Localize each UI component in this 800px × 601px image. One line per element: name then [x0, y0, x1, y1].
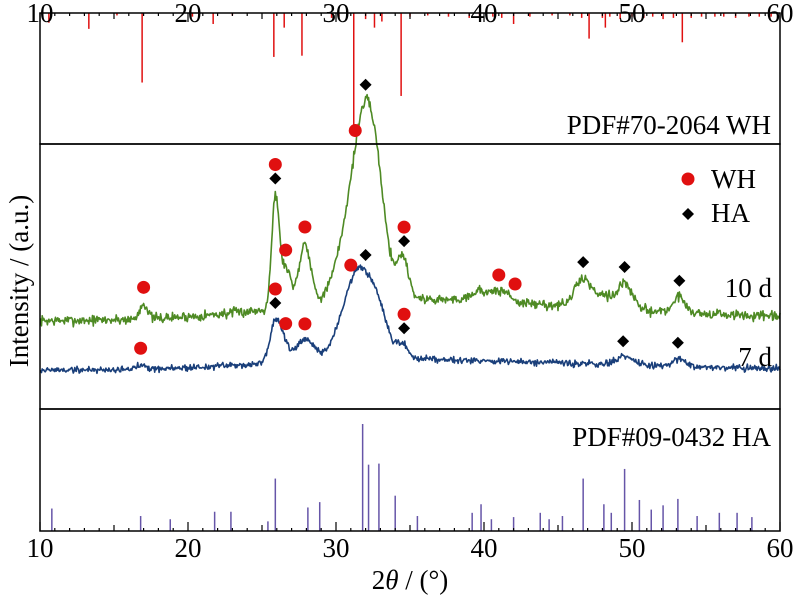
- phase-markers: [134, 78, 686, 355]
- 10d-wh-marker-6: [492, 268, 506, 282]
- x-axis-title: 2θ / (°): [372, 565, 449, 595]
- 7d-wh-marker-1: [268, 282, 282, 296]
- legend-wh-label: WH: [711, 164, 756, 194]
- top-tick-labels: 10 20 30 40 50 60: [27, 0, 794, 28]
- bottom-tick-label-0: 10: [27, 533, 54, 563]
- 7d-ha-marker-4: [671, 336, 684, 349]
- series-label-7d: 7 d: [738, 342, 772, 372]
- 10d-wh-marker-1: [268, 157, 282, 171]
- top-tick-label-4: 50: [619, 0, 646, 28]
- top-tick-label-3: 40: [471, 0, 498, 28]
- 7d-ha-marker-2: [398, 322, 411, 335]
- 10d-ha-marker-0: [269, 172, 282, 185]
- bottom-tick-labels: 10 20 30 40 50 60: [27, 533, 794, 563]
- 7d-ha-marker-3: [617, 335, 630, 348]
- 7d-ha-marker-1: [359, 248, 372, 261]
- top-tick-label-5: 60: [767, 0, 794, 28]
- legend-ha-marker: [682, 208, 694, 220]
- 10d-wh-marker-2: [279, 243, 293, 257]
- reference-ha-bars: [51, 424, 753, 531]
- bottom-tick-label-5: 60: [767, 533, 794, 563]
- 10d-ha-marker-1: [359, 78, 372, 91]
- bottom-tick-label-1: 20: [175, 533, 202, 563]
- bottom-tick-label-3: 40: [471, 533, 498, 563]
- series-label-10d: 10 d: [725, 273, 773, 303]
- x-axis-title-theta: θ: [385, 565, 398, 595]
- 10d-wh-marker-0: [137, 280, 151, 294]
- 10d-ha-marker-2: [398, 235, 411, 248]
- 10d-wh-marker-5: [397, 220, 411, 234]
- 10d-ha-marker-5: [673, 274, 686, 287]
- bottom-tick-label-2: 30: [323, 533, 350, 563]
- x-axis-title-2: 2: [372, 565, 386, 595]
- bottom-tick-label-4: 50: [619, 533, 646, 563]
- 10d-wh-marker-4: [348, 124, 362, 138]
- 7d-wh-marker-5: [397, 307, 411, 321]
- top-tick-label-2: 30: [323, 0, 350, 28]
- 10d-ha-marker-4: [618, 261, 631, 274]
- 7d-ha-marker-0: [269, 297, 282, 310]
- top-tick-label-0: 10: [27, 0, 54, 28]
- 7d-wh-marker-2: [279, 317, 293, 331]
- 7d-wh-marker-0: [134, 341, 148, 355]
- top-tick-label-1: 20: [175, 0, 202, 28]
- y-axis-title: Intensity / (a.u.): [4, 195, 34, 367]
- axis-ticks: [39, 13, 781, 531]
- x-axis-title-unit: / (°): [398, 565, 448, 595]
- 10d-wh-marker-7: [508, 277, 522, 291]
- legend: WH HA: [681, 164, 756, 228]
- 7d-wh-marker-4: [344, 258, 358, 272]
- 7d-wh-marker-3: [298, 317, 312, 331]
- reference-ha-label: PDF#09-0432 HA: [572, 422, 771, 452]
- pattern-line-0: [39, 93, 781, 328]
- legend-ha-label: HA: [711, 198, 750, 228]
- xrd-patterns: [39, 93, 781, 375]
- reference-wh-label: PDF#70-2064 WH: [567, 110, 771, 140]
- pattern-line-1: [39, 264, 781, 375]
- 10d-wh-marker-3: [298, 220, 312, 234]
- legend-wh-marker: [681, 172, 695, 186]
- 10d-ha-marker-3: [577, 256, 590, 269]
